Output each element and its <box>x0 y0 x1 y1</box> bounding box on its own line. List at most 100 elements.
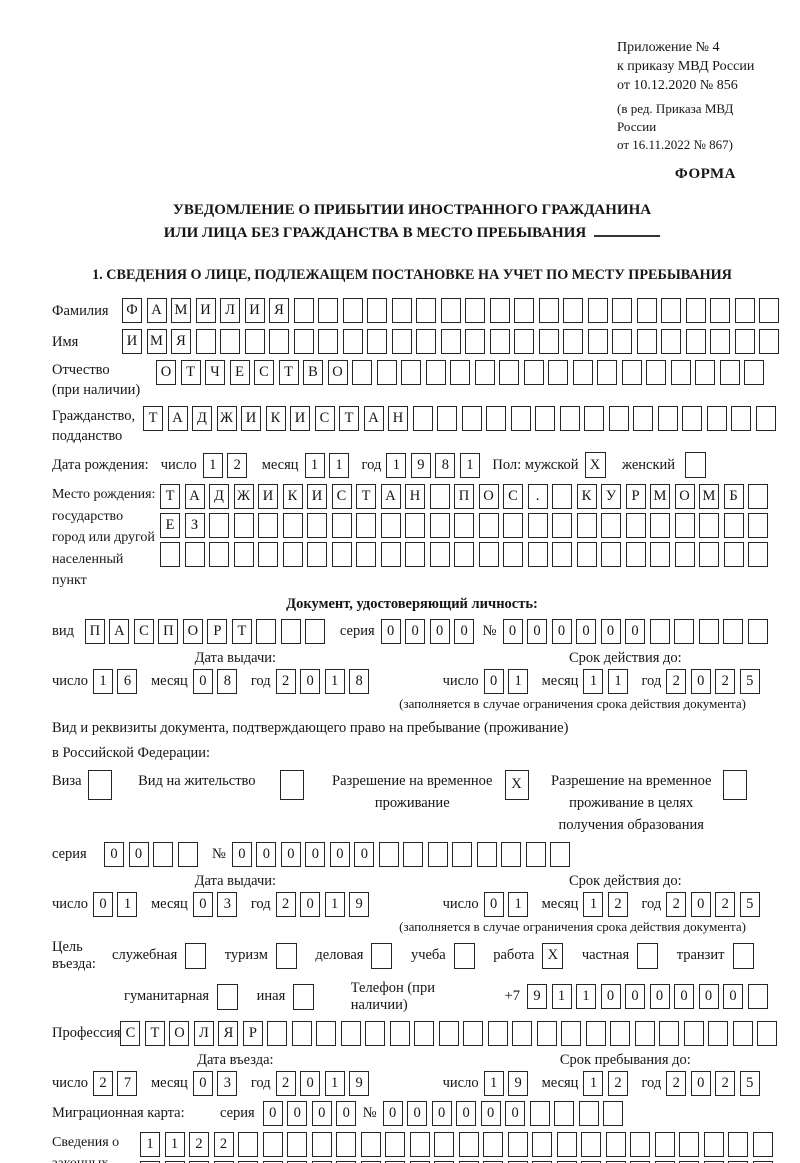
char-cell[interactable] <box>603 1100 624 1126</box>
char-cell[interactable]: 1 <box>483 1070 504 1096</box>
char-cell[interactable] <box>548 360 568 385</box>
char-cell[interactable] <box>748 542 768 567</box>
char-cell[interactable]: X <box>584 452 606 478</box>
char-cell[interactable]: 2 <box>666 1070 687 1096</box>
char-cell[interactable]: 7 <box>117 1070 138 1096</box>
char-cell[interactable]: Т <box>356 484 376 509</box>
char-cell[interactable] <box>307 513 327 538</box>
char-cell[interactable]: 0 <box>262 1100 283 1126</box>
char-cell[interactable]: М <box>171 298 191 323</box>
char-cell[interactable]: Р <box>207 618 228 644</box>
char-cell[interactable]: 1 <box>583 668 604 694</box>
char-cell[interactable]: 2 <box>607 1070 628 1096</box>
char-cell[interactable]: Р <box>242 1020 263 1046</box>
char-cell[interactable]: 1 <box>164 1131 185 1157</box>
char-cell[interactable]: 0 <box>300 891 321 917</box>
char-cell[interactable]: 0 <box>625 618 645 644</box>
char-cell[interactable] <box>318 329 338 354</box>
char-cell[interactable]: 5 <box>739 1070 760 1096</box>
char-cell[interactable] <box>316 1020 337 1046</box>
char-cell[interactable] <box>403 841 424 867</box>
char-cell[interactable] <box>331 542 352 567</box>
char-cell[interactable]: 5 <box>739 668 760 694</box>
char-cell[interactable] <box>507 1131 528 1157</box>
char-cell[interactable] <box>703 1131 724 1157</box>
char-cell[interactable] <box>719 360 740 385</box>
char-cell[interactable]: К <box>265 406 286 431</box>
char-cell[interactable] <box>685 329 706 354</box>
char-cell[interactable] <box>291 1020 312 1046</box>
char-cell[interactable]: 0 <box>431 1100 452 1126</box>
char-cell[interactable] <box>287 1160 307 1163</box>
char-cell[interactable]: 1 <box>202 452 223 478</box>
char-cell[interactable] <box>612 329 632 354</box>
char-cell[interactable]: 2 <box>275 891 296 917</box>
char-cell[interactable]: 0 <box>192 891 213 917</box>
char-cell[interactable]: С <box>503 484 523 509</box>
char-cell[interactable]: 0 <box>300 668 321 694</box>
char-cell[interactable]: 3 <box>217 1070 238 1096</box>
char-cell[interactable] <box>659 1020 680 1046</box>
char-cell[interactable] <box>376 360 397 385</box>
char-cell[interactable]: А <box>109 618 130 644</box>
char-cell[interactable] <box>238 1131 258 1157</box>
char-cell[interactable] <box>585 1020 606 1046</box>
char-cell[interactable]: И <box>258 484 278 509</box>
char-cell[interactable] <box>478 513 499 538</box>
char-cell[interactable]: 0 <box>311 1100 332 1126</box>
char-cell[interactable]: Б <box>723 484 744 509</box>
char-cell[interactable] <box>634 1020 655 1046</box>
char-cell[interactable] <box>267 1020 288 1046</box>
char-cell[interactable]: Т <box>160 484 180 509</box>
char-cell[interactable] <box>699 542 719 567</box>
char-cell[interactable]: 9 <box>527 984 547 1009</box>
char-cell[interactable]: Ф <box>122 298 142 323</box>
char-cell[interactable] <box>209 513 229 538</box>
char-cell[interactable]: 0 <box>505 1100 526 1126</box>
char-cell[interactable] <box>87 769 112 800</box>
char-cell[interactable] <box>258 513 278 538</box>
char-cell[interactable] <box>710 298 730 323</box>
char-cell[interactable] <box>311 1131 332 1157</box>
char-cell[interactable] <box>454 513 474 538</box>
char-cell[interactable] <box>514 298 534 323</box>
char-cell[interactable] <box>510 406 531 431</box>
char-cell[interactable]: О <box>169 1020 190 1046</box>
char-cell[interactable] <box>429 542 450 567</box>
char-cell[interactable] <box>708 1020 729 1046</box>
char-cell[interactable] <box>550 841 571 867</box>
char-cell[interactable]: 2 <box>275 668 296 694</box>
char-cell[interactable] <box>356 513 376 538</box>
char-cell[interactable] <box>679 1160 699 1163</box>
char-cell[interactable]: 0 <box>690 891 711 917</box>
char-cell[interactable]: Л <box>220 298 240 323</box>
char-cell[interactable]: 0 <box>300 1070 321 1096</box>
char-cell[interactable] <box>674 513 695 538</box>
char-cell[interactable] <box>409 1160 430 1163</box>
char-cell[interactable]: 0 <box>354 841 375 867</box>
char-cell[interactable]: С <box>314 406 335 431</box>
char-cell[interactable] <box>416 298 436 323</box>
char-cell[interactable] <box>605 1160 626 1163</box>
char-cell[interactable]: 0 <box>192 668 213 694</box>
char-cell[interactable]: 2 <box>715 668 736 694</box>
char-cell[interactable]: Д <box>209 484 229 509</box>
char-cell[interactable] <box>213 1160 234 1163</box>
char-cell[interactable] <box>342 298 363 323</box>
char-cell[interactable]: 0 <box>92 891 113 917</box>
char-cell[interactable] <box>160 542 180 567</box>
char-cell[interactable] <box>601 542 621 567</box>
char-cell[interactable]: И <box>122 329 142 354</box>
char-cell[interactable] <box>486 406 506 431</box>
char-cell[interactable]: 0 <box>454 618 475 644</box>
char-cell[interactable] <box>318 298 338 323</box>
char-cell[interactable]: 1 <box>140 1131 160 1157</box>
char-cell[interactable] <box>657 406 678 431</box>
char-cell[interactable] <box>732 942 754 969</box>
char-cell[interactable]: 3 <box>217 891 238 917</box>
char-cell[interactable]: М <box>650 484 670 509</box>
char-cell[interactable] <box>184 542 205 567</box>
char-cell[interactable]: С <box>120 1020 141 1046</box>
char-cell[interactable]: И <box>241 406 261 431</box>
char-cell[interactable]: 0 <box>329 841 350 867</box>
